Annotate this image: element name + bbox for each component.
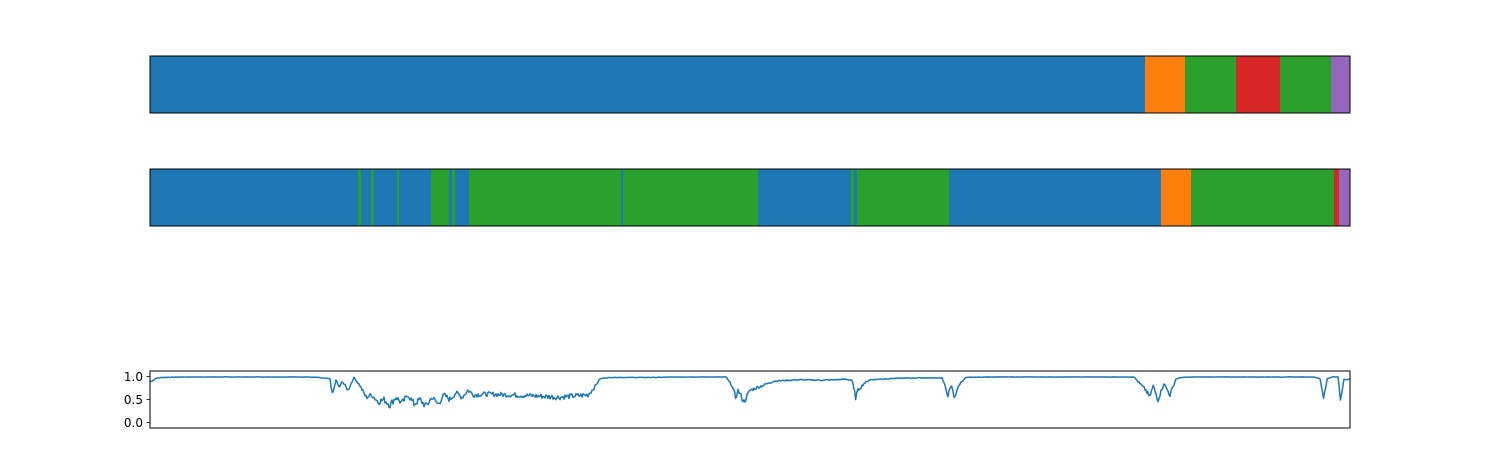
segment-7 xyxy=(431,169,450,226)
segment-16 xyxy=(854,169,858,226)
series-line-0 xyxy=(149,376,1351,409)
segment-19 xyxy=(1161,169,1191,226)
y-tick-label-1: 0.5 xyxy=(124,393,143,407)
segment-20 xyxy=(1191,169,1335,226)
segment-14 xyxy=(758,169,852,226)
segment-4 xyxy=(373,169,397,226)
y-tick-label-2: 1.0 xyxy=(124,370,143,384)
segment-17 xyxy=(857,169,949,226)
segment-2 xyxy=(360,169,372,226)
segment-2 xyxy=(1185,56,1236,113)
segment-strip-top xyxy=(149,55,1351,114)
segment-13 xyxy=(623,169,759,226)
segment-0 xyxy=(150,169,358,226)
segment-5 xyxy=(1331,56,1350,113)
segment-12 xyxy=(621,169,624,226)
axes-frame xyxy=(149,370,1351,429)
segment-9 xyxy=(452,169,456,226)
segment-11 xyxy=(468,169,621,226)
line-chart-bottom: 0.0 0.5 1.0 xyxy=(124,370,1351,430)
segment-3 xyxy=(371,169,374,226)
y-tick-label-0: 0.0 xyxy=(124,416,143,430)
axes-frame xyxy=(149,55,1351,114)
segment-3 xyxy=(1236,56,1281,113)
segment-22 xyxy=(1338,169,1350,226)
segment-21 xyxy=(1334,169,1339,226)
segment-18 xyxy=(948,169,1161,226)
segment-5 xyxy=(396,169,399,226)
segment-15 xyxy=(851,169,855,226)
axes-frame xyxy=(149,168,1351,227)
segment-8 xyxy=(449,169,453,226)
segment-10 xyxy=(455,169,469,226)
segment-1 xyxy=(1145,56,1185,113)
segment-strip-middle xyxy=(149,168,1351,227)
segment-6 xyxy=(399,169,432,226)
segment-0 xyxy=(150,56,1146,113)
segment-1 xyxy=(357,169,361,226)
segment-4 xyxy=(1280,56,1332,113)
